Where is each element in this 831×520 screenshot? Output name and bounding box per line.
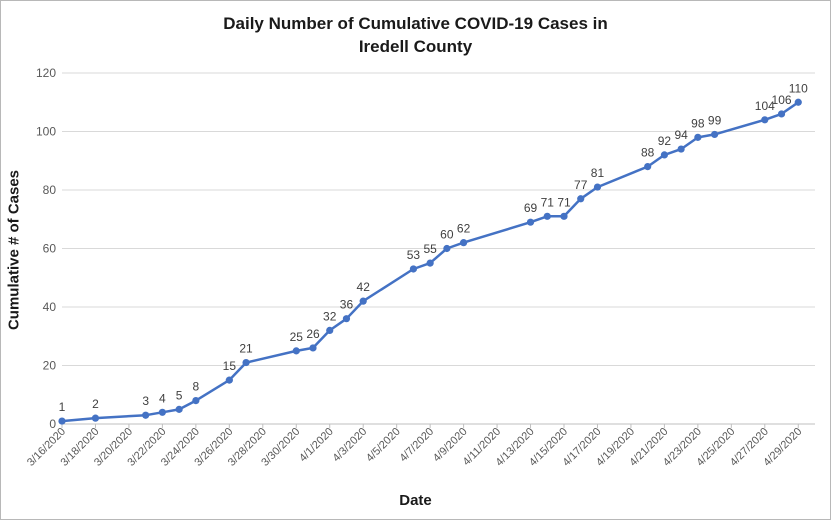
- y-tick-label: 120: [36, 66, 56, 80]
- data-point: [175, 405, 183, 413]
- data-point: [560, 212, 568, 220]
- data-point: [309, 344, 317, 352]
- y-tick-label: 100: [36, 125, 56, 139]
- x-tick-label: 4/7/2020: [397, 426, 436, 465]
- data-label: 99: [708, 113, 722, 127]
- y-tick-label: 40: [43, 300, 57, 314]
- data-label: 110: [789, 81, 808, 95]
- data-point: [142, 411, 150, 419]
- chart-title-line-1: Daily Number of Cumulative COVID-19 Case…: [223, 14, 608, 33]
- data-point: [543, 212, 551, 220]
- data-point: [777, 110, 786, 118]
- data-label: 77: [574, 178, 588, 192]
- gridlines: [61, 72, 815, 428]
- data-label: 60: [440, 228, 454, 242]
- data-label: 36: [340, 298, 354, 312]
- data-label: 26: [306, 327, 320, 341]
- data-point: [91, 414, 100, 422]
- chart-title: Daily Number of Cumulative COVID-19 Case…: [0, 12, 831, 58]
- data-label: 21: [239, 342, 253, 356]
- data-label: 104: [755, 99, 775, 113]
- x-tick-labels: 3/16/20203/18/20203/20/20203/22/20203/24…: [25, 426, 804, 469]
- series-cases: [58, 98, 802, 425]
- data-point: [460, 239, 468, 247]
- data-label: 32: [323, 309, 337, 323]
- data-label: 3: [142, 394, 149, 408]
- data-label: 71: [557, 195, 571, 209]
- data-point: [225, 376, 233, 384]
- y-tick-label: 80: [43, 183, 57, 197]
- data-label: 94: [674, 128, 688, 142]
- data-point: [443, 244, 451, 253]
- data-label: 5: [176, 388, 183, 402]
- data-label: 92: [658, 134, 672, 148]
- y-tick-label: 60: [43, 242, 57, 256]
- data-label: 42: [357, 280, 371, 294]
- data-point: [794, 98, 802, 106]
- y-tick-labels: 0 20 40 60 80 100 120: [36, 66, 56, 431]
- data-label: 71: [541, 195, 555, 209]
- data-point: [761, 116, 769, 124]
- y-tick-label: 0: [49, 417, 56, 431]
- data-point: [58, 417, 66, 425]
- data-label: 98: [691, 116, 705, 130]
- data-label: 1: [59, 400, 66, 414]
- data-point: [342, 315, 351, 323]
- data-point: [426, 259, 434, 267]
- data-label: 25: [290, 330, 304, 344]
- data-point: [577, 195, 585, 203]
- chart-title-line-2: Iredell County: [358, 37, 473, 56]
- data-label: 53: [407, 248, 421, 262]
- data-point: [677, 145, 685, 153]
- x-tick-label: 4/3/2020: [331, 426, 370, 465]
- data-point: [644, 163, 652, 171]
- data-point: [192, 397, 200, 405]
- data-point: [359, 297, 367, 305]
- data-point: [526, 218, 535, 226]
- data-point: [694, 133, 702, 141]
- data-label: 62: [457, 222, 471, 236]
- data-point: [242, 358, 250, 367]
- y-tick-label: 20: [43, 359, 57, 373]
- x-tick-label: 4/5/2020: [364, 426, 403, 465]
- data-point: [409, 265, 417, 273]
- data-label: 69: [524, 201, 538, 215]
- x-axis-title: Date: [399, 492, 432, 509]
- data-label: 2: [92, 397, 99, 411]
- data-point: [593, 183, 602, 191]
- x-tick-label: 4/1/2020: [297, 426, 336, 465]
- data-label: 55: [423, 242, 437, 256]
- data-label: 88: [641, 146, 655, 160]
- data-label: 8: [193, 380, 200, 394]
- data-label: 15: [223, 359, 237, 373]
- data-label: 81: [591, 166, 605, 180]
- data-point: [326, 326, 334, 334]
- data-label: 106: [772, 93, 792, 107]
- data-point: [158, 408, 166, 416]
- data-point: [660, 151, 669, 159]
- data-label: 4: [159, 391, 166, 405]
- data-point: [711, 130, 719, 139]
- data-point: [292, 347, 300, 355]
